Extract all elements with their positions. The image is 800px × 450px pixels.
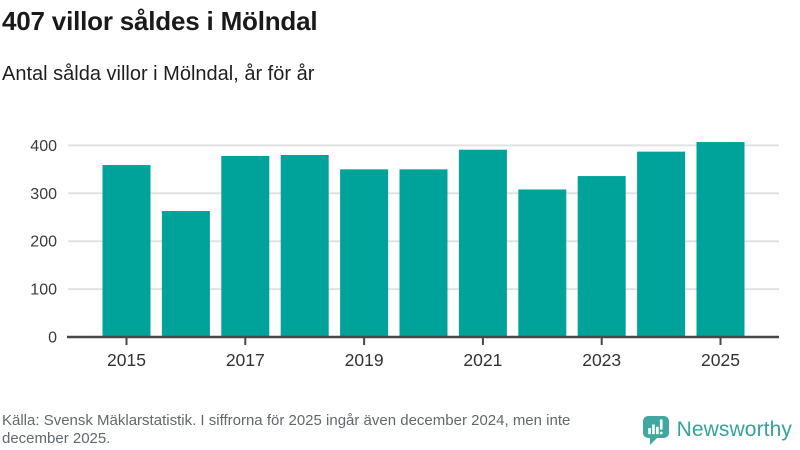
x-tick-label-2021: 2021 — [463, 350, 502, 370]
bar-chart: 0 100 200 300 400 2015 2017 2019 2021 2023 2025 — [30, 138, 779, 370]
y-tick-label-300: 300 — [30, 186, 57, 203]
bar-2021 — [458, 149, 507, 337]
source-note: Källa: Svensk Mäklarstatistik. I siffror… — [2, 412, 571, 447]
page-title: 407 villor såldes i Mölndal — [2, 6, 318, 36]
y-tick-label-0: 0 — [48, 330, 57, 347]
x-tick-label-2025: 2025 — [701, 350, 740, 370]
bar-2016 — [161, 211, 210, 337]
bar-chart-bubble-icon — [641, 414, 670, 446]
bar-2023 — [577, 176, 626, 337]
chart-subtitle: Antal sålda villor i Mölndal, år för år — [2, 63, 315, 85]
x-tick-label-2017: 2017 — [226, 350, 265, 370]
bar-2019 — [340, 169, 389, 337]
footer: Källa: Svensk Mäklarstatistik. I siffror… — [2, 412, 792, 448]
bar-2025 — [696, 142, 745, 337]
x-tick-label-2019: 2019 — [345, 350, 384, 370]
bar-2020 — [399, 169, 448, 337]
brand-name: Newsworthy — [676, 418, 792, 441]
bar-2022 — [518, 189, 567, 337]
x-tick-label-2023: 2023 — [582, 350, 621, 370]
bar-2018 — [280, 154, 329, 337]
newsworthy-logo: Newsworthy — [641, 414, 792, 446]
y-tick-label-400: 400 — [30, 138, 57, 155]
bar-2024 — [637, 151, 686, 337]
y-tick-label-200: 200 — [30, 234, 57, 251]
bar-2015 — [102, 165, 151, 337]
bar-2017 — [221, 155, 270, 337]
y-tick-label-100: 100 — [30, 282, 57, 299]
chart-area: 0 100 200 300 400 2015 2017 2019 2021 2023 2025 — [0, 116, 800, 376]
x-tick-label-2015: 2015 — [107, 350, 146, 370]
